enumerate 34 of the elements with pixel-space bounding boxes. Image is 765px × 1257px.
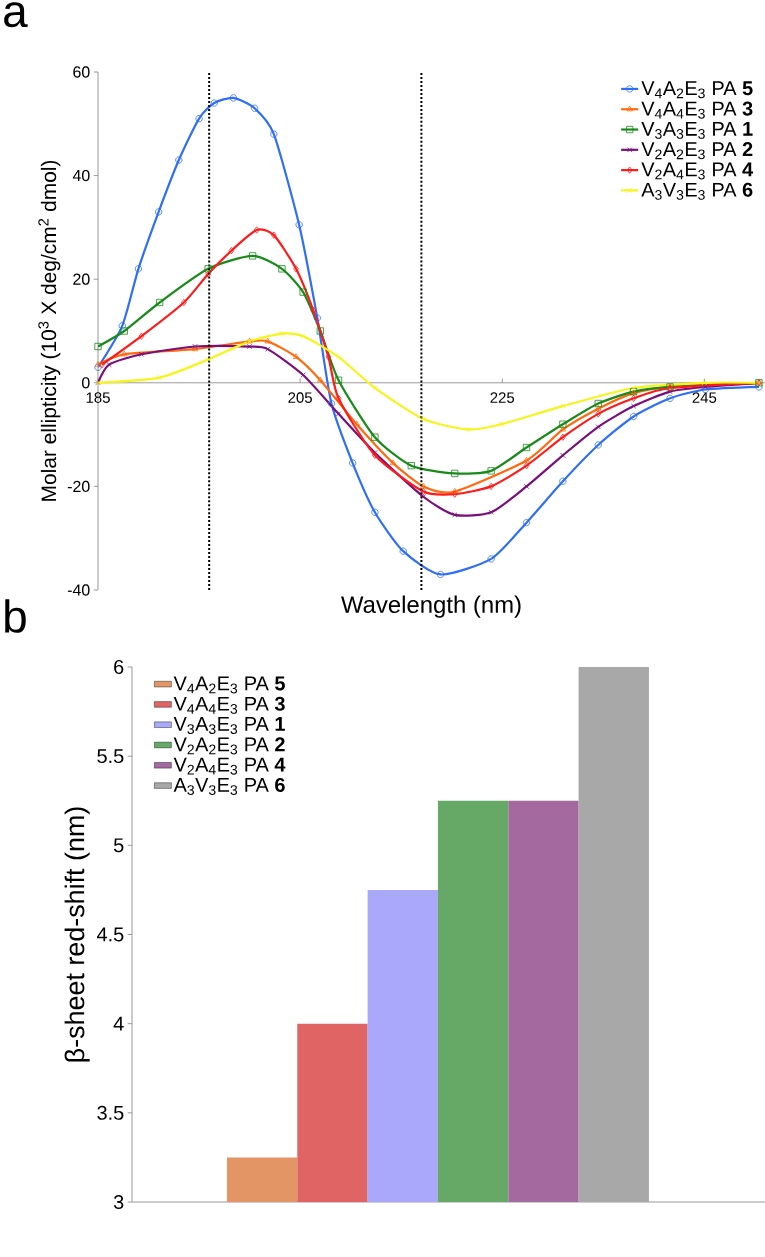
y-tick-label: 40 <box>72 169 90 182</box>
legend-label: V$_{2}$A$_{4}$E$_{3}$ PA 4 <box>173 757 286 775</box>
legend-label: A$_{3}$V$_{3}$E$_{3}$ PA 6 <box>173 777 285 796</box>
legend-label: V$_{2}$A$_{4}$E$_{3}$ PA 4 <box>641 162 754 180</box>
legend-label: V$_{2}$A$_{2}$E$_{3}$ PA 2 <box>641 142 753 160</box>
y-axis-title: β-sheet red-shift (nm) <box>64 807 90 1062</box>
x-tick-label: 205 <box>288 392 312 403</box>
legend-label: V$_{3}$A$_{3}$E$_{3}$ PA 1 <box>173 717 285 735</box>
y-tick-label: 3 <box>113 1194 124 1210</box>
y-tick-label: 60 <box>73 66 90 78</box>
legend-label: V$_{3}$A$_{3}$E$_{3}$ PA 1 <box>641 121 753 139</box>
legend-label: V$_{4}$A$_{2}$E$_{3}$ PA 5 <box>173 676 285 694</box>
y-axis-title: Molar ellipticity (10$^{3}$ X deg/cm$^{2}$ dmol) <box>38 160 61 501</box>
y-tick-label: 4.5 <box>96 927 124 942</box>
y-tick-label: -40 <box>67 584 90 596</box>
legend-label: V$_{4}$A$_{4}$E$_{3}$ PA 3 <box>641 101 753 119</box>
x-tick-label: 245 <box>692 392 717 403</box>
x-tick-label: 225 <box>490 392 515 403</box>
text: b <box>5 599 26 633</box>
y-tick-label: 0 <box>81 377 90 389</box>
x-axis-title: Wavelength (nm) <box>341 595 521 618</box>
y-tick-label: 3.5 <box>97 1105 124 1120</box>
legend-label: V$_{4}$A$_{2}$E$_{3}$ PA 5 <box>641 81 753 99</box>
legend-label: A$_{3}$V$_{3}$E$_{3}$ PA 6 <box>641 182 753 200</box>
y-tick-label: 20 <box>73 273 90 285</box>
legend-label: V$_{4}$A$_{4}$E$_{3}$ PA 3 <box>173 696 285 714</box>
y-tick-label: 5.5 <box>97 749 124 764</box>
legend-label: V$_{2}$A$_{2}$E$_{3}$ PA 2 <box>173 737 285 755</box>
y-tick-label: 5 <box>113 838 124 853</box>
y-tick-label: -20 <box>67 480 90 493</box>
x-tick-label: 185 <box>86 392 110 403</box>
text: a <box>4 2 28 28</box>
y-tick-label: 4 <box>113 1016 124 1031</box>
y-tick-label: 6 <box>114 659 124 675</box>
